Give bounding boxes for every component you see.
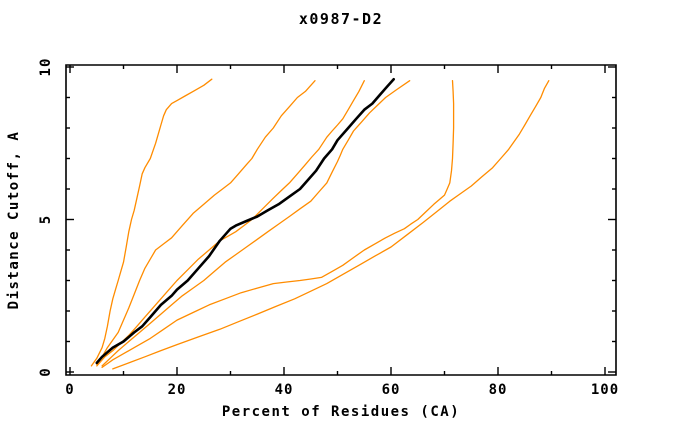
- curve-orange-6: [112, 80, 550, 370]
- x-tick-label: 60: [382, 382, 401, 398]
- x-tick-label: 20: [168, 382, 187, 398]
- y-tick-label: 0: [38, 367, 54, 376]
- x-axis-label: Percent of Residues (CA): [222, 404, 460, 420]
- x-tick-label: 100: [591, 382, 619, 398]
- x-tick-label: 40: [275, 382, 294, 398]
- y-tick-label: 10: [38, 58, 54, 77]
- curve-orange-3: [96, 80, 365, 367]
- curve-orange-4: [101, 80, 411, 367]
- axes-frame: [65, 64, 617, 376]
- curve-black-main: [95, 77, 395, 365]
- curve-orange-2: [96, 80, 316, 366]
- curve-orange-5: [101, 80, 455, 369]
- curve-orange-1: [90, 78, 213, 367]
- x-tick-label: 80: [489, 382, 508, 398]
- plot-frame: [65, 64, 617, 376]
- y-axis-label: Distance Cutoff, A: [6, 131, 22, 310]
- tick-labels: 0 20 40 60 80 100 0 5 10: [38, 58, 619, 398]
- y-tick-label: 5: [38, 215, 54, 224]
- chart-title: x0987-D2: [299, 10, 383, 28]
- x-tick-label: 0: [65, 382, 74, 398]
- curves: [90, 77, 550, 370]
